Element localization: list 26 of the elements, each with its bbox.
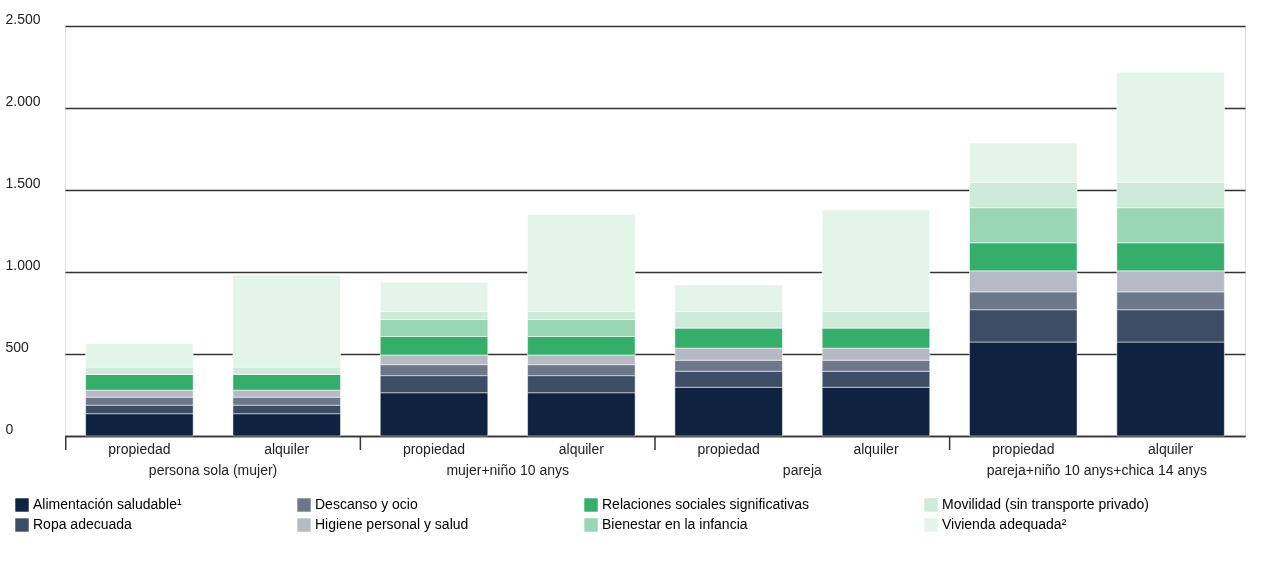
y-tick-label: 0 bbox=[5, 420, 14, 437]
legend-label: Higiene personal y salud bbox=[315, 516, 469, 532]
text: pareja+niño 10 anys+chica 14 anys bbox=[986, 462, 1208, 478]
x-tick-label: propiedad bbox=[992, 440, 1055, 457]
text: mujer+niño 10 anys bbox=[446, 462, 569, 478]
legend-label: Alimentación saludable¹ bbox=[33, 496, 182, 512]
legend-label: Descanso y ocio bbox=[315, 496, 418, 512]
x-tick-label: alquiler bbox=[1148, 440, 1194, 457]
x-tick-label: alquiler bbox=[558, 440, 605, 457]
y-tick-label: 1.500 bbox=[5, 174, 41, 191]
text: pareja bbox=[782, 462, 822, 478]
legend-label: Ropa adecuada bbox=[33, 516, 133, 532]
x-tick-label: alquiler bbox=[853, 440, 899, 457]
x-tick-label: alquiler bbox=[264, 440, 310, 457]
y-tick-label: 2.500 bbox=[5, 10, 41, 27]
legend-label: Movilidad (sin transporte privado) bbox=[942, 496, 1149, 512]
legend-label: Relaciones sociales significativas bbox=[602, 496, 809, 512]
x-tick-label: propiedad bbox=[108, 440, 171, 457]
x-tick-label: propiedad bbox=[697, 440, 760, 457]
y-tick-label: 1.000 bbox=[5, 256, 41, 273]
text: persona sola (mujer) bbox=[148, 462, 278, 478]
legend-label: Vivienda adequada² bbox=[942, 516, 1067, 532]
legend-label: Bienestar en la infancia bbox=[602, 516, 748, 532]
y-tick-label: 2.000 bbox=[5, 92, 41, 109]
y-tick-label: 500 bbox=[5, 338, 30, 355]
x-tick-label: propiedad bbox=[402, 440, 466, 457]
